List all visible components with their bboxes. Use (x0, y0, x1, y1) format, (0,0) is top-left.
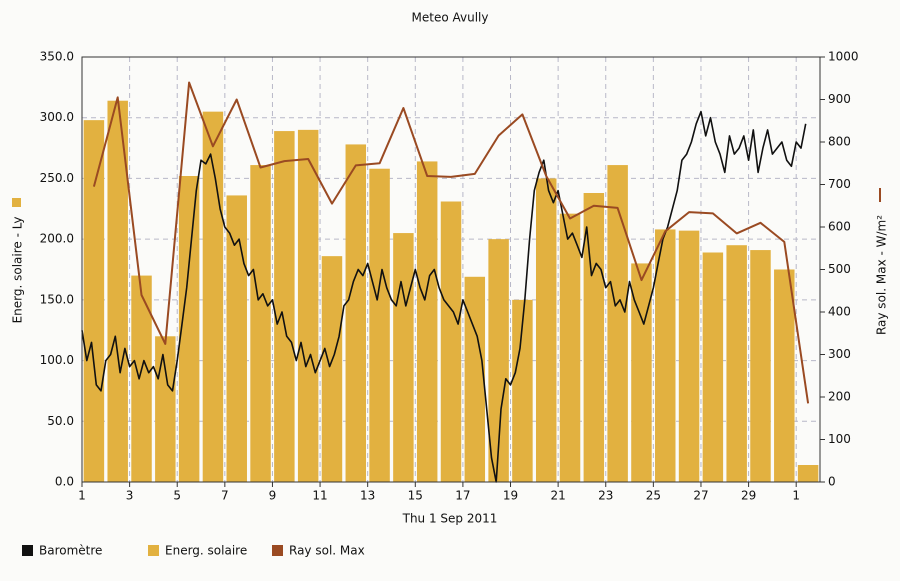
legend-label: Energ. solaire (165, 544, 247, 558)
x-tick-label: 7 (221, 489, 229, 503)
bar (416, 161, 438, 482)
y-tick-label: 0.0 (55, 475, 74, 489)
bar (655, 229, 676, 482)
y-tick-label: 250.0 (40, 171, 74, 185)
x-tick-label: 13 (360, 489, 375, 503)
bar (155, 336, 176, 482)
line (92, 81, 810, 404)
bar (178, 176, 200, 482)
bar (797, 465, 819, 482)
y-tick-label: 100.0 (40, 353, 74, 367)
x-tick-label: 23 (598, 489, 613, 503)
bar (345, 144, 367, 482)
bar (274, 131, 295, 483)
bar (726, 245, 747, 482)
plot-frame (81, 56, 821, 483)
y-axis-marker (12, 198, 21, 207)
bar (393, 233, 414, 482)
y-tick-label: 300.0 (40, 110, 74, 124)
x-tick-label: 25 (646, 489, 661, 503)
y2-tick-label: 200 (828, 390, 851, 404)
legend-swatch (272, 545, 283, 556)
bar (440, 201, 462, 482)
x-tick-label: 21 (550, 489, 565, 503)
y2-tick-label: 300 (828, 347, 851, 361)
x-tick-label: 1 (78, 489, 86, 503)
bar (107, 100, 128, 482)
bar (369, 168, 390, 482)
y2-tick-label: 500 (828, 262, 851, 276)
line (81, 110, 807, 483)
bar (131, 275, 152, 482)
bar (512, 299, 533, 482)
x-tick-label: 11 (312, 489, 327, 503)
chart-title: Meteo Avully (412, 11, 489, 25)
bar (678, 230, 700, 482)
x-tick-label: 27 (693, 489, 708, 503)
y2-tick-label: 400 (828, 305, 851, 319)
bar (464, 276, 486, 482)
y2-tick-label: 800 (828, 135, 851, 149)
x-tick-label: 19 (503, 489, 518, 503)
bar (202, 111, 224, 483)
x-tick-label: 9 (269, 489, 277, 503)
bar (226, 195, 247, 482)
y2-tick-label: 100 (828, 432, 851, 446)
y2-axis-label: Ray sol. Max - W/m² (875, 215, 889, 335)
legend-swatch (22, 545, 33, 556)
legend-swatch (148, 545, 159, 556)
bar (488, 239, 509, 482)
bar (250, 165, 271, 483)
y-tick-label: 50.0 (47, 414, 74, 428)
bar (297, 129, 319, 482)
y2-tick-label: 600 (828, 220, 851, 234)
y-tick-label: 200.0 (40, 232, 74, 246)
bar (83, 120, 105, 483)
x-tick-label: 29 (741, 489, 756, 503)
y2-tick-label: 0 (828, 475, 836, 489)
y2-tick-label: 1000 (828, 50, 859, 64)
x-tick-label: 1 (792, 489, 800, 503)
y-axis-label: Energ. solaire - Ly (11, 217, 25, 324)
x-tick-label: 15 (408, 489, 423, 503)
x-axis-label: Thu 1 Sep 2011 (402, 512, 498, 526)
bar (631, 263, 652, 482)
legend-label: Baromètre (39, 544, 102, 558)
y-tick-label: 350.0 (40, 50, 74, 64)
bar (750, 250, 771, 482)
bar (607, 165, 628, 483)
bar (321, 256, 343, 482)
bar (774, 269, 795, 482)
legend-label: Ray sol. Max (289, 544, 365, 558)
bar (535, 178, 557, 482)
y-tick-label: 150.0 (40, 292, 74, 306)
x-tick-label: 5 (173, 489, 181, 503)
bar (702, 252, 724, 482)
x-tick-label: 17 (455, 489, 470, 503)
y2-tick-label: 700 (828, 177, 851, 191)
y2-tick-label: 900 (828, 92, 851, 106)
bar (559, 213, 581, 482)
bar (583, 193, 605, 482)
x-tick-label: 3 (126, 489, 134, 503)
